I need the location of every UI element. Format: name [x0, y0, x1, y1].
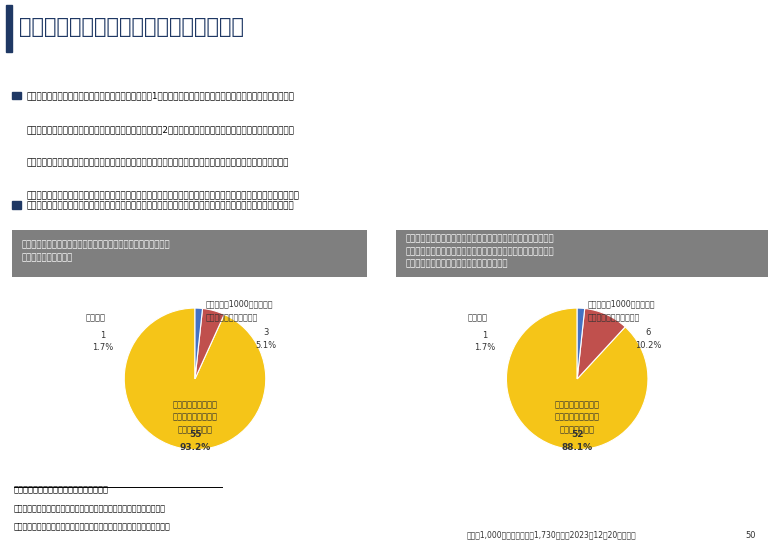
Text: 1: 1 [483, 330, 488, 340]
Text: 50: 50 [746, 531, 756, 539]
Text: 使わない: 使わない [467, 314, 488, 323]
Text: はい（所属する病院
／大学が無料で提供
する場合のみ）: はい（所属する病院 ／大学が無料で提供 する場合のみ） [555, 400, 600, 434]
Text: 6: 6 [645, 328, 651, 337]
Wedge shape [195, 308, 224, 379]
Text: エフバイタルのシステム（プロトタイプ）を自身のスキルアップ
に活用しようと思うか: エフバイタルのシステム（プロトタイプ）を自身のスキルアップ に活用しようと思うか [22, 241, 170, 262]
Wedge shape [124, 308, 266, 450]
Text: だし、活用を希望する場合でも、システムが無料で提供される場合のみ活用したいと回答した人がほとんどである。: だし、活用を希望する場合でも、システムが無料で提供される場合のみ活用したいと回答… [27, 191, 300, 200]
Text: （注）1,000ニュルタム＝約1,730円　（2023年12月20日時点）: （注）1,000ニュルタム＝約1,730円 （2023年12月20日時点） [466, 531, 636, 539]
FancyBboxPatch shape [12, 231, 367, 277]
Wedge shape [577, 308, 585, 379]
FancyBboxPatch shape [396, 231, 768, 277]
Bar [12, 201, 21, 209]
Wedge shape [195, 308, 203, 379]
Text: はい（毎月1000ニュルタム: はい（毎月1000ニュルタム [206, 300, 273, 308]
Text: 52: 52 [571, 430, 583, 440]
Text: 1.7%: 1.7% [474, 343, 496, 353]
Bar [6, 4, 12, 52]
Text: アンケート調査：医療従事者（３／６）: アンケート調査：医療従事者（３／６） [20, 17, 244, 37]
Text: 導入するのは難しいだろう。十分に人手が配置されていれば、使いたい。: 導入するのは難しいだろう。十分に人手が配置されていれば、使いたい。 [14, 523, 171, 531]
Text: 5.1%: 5.1% [255, 341, 276, 350]
Text: エフバイタルのシステム（プロトタイプ）について、1人を除いて全員が自身のスキルアップに活用したいと回答: エフバイタルのシステム（プロトタイプ）について、1人を除いて全員が自身のスキルア… [27, 92, 295, 101]
Text: 3: 3 [263, 328, 268, 337]
Text: 使わない: 使わない [85, 314, 105, 323]
Text: システムの機能向上（スマートフォンだけでアップロードが完結し、アップロード後にすぐに結果が確認できる）: システムの機能向上（スマートフォンだけでアップロードが完結し、アップロード後にす… [27, 201, 295, 211]
Text: 未満を支払っても良い）: 未満を支払っても良い） [206, 313, 258, 322]
Text: 「使わない」と回答した理由（自由記述）: 「使わない」と回答した理由（自由記述） [14, 485, 109, 494]
Text: はい（所属する病院
／大学が無料で提供
する場合のみ）: はい（所属する病院 ／大学が無料で提供 する場合のみ） [172, 400, 218, 434]
Bar [12, 92, 21, 99]
Text: 10.2%: 10.2% [635, 341, 661, 350]
Text: 未満を支払っても良い）: 未満を支払っても良い） [588, 313, 640, 322]
Text: 93.2%: 93.2% [179, 442, 211, 451]
Text: すでに人的資源に負担がかかっており（人手不足）、このような技術を: すでに人的資源に負担がかかっており（人手不足）、このような技術を [14, 504, 166, 513]
Text: はい（毎月1000ニュルタム: はい（毎月1000ニュルタム [588, 300, 655, 308]
Text: と回答した理由が人手不足であり、システムにより人手不足の手助けになることが伝わっていなかった。）。た: と回答した理由が人手不足であり、システムにより人手不足の手助けになることが伝わっ… [27, 158, 289, 167]
Wedge shape [506, 308, 648, 450]
Text: 88.1%: 88.1% [562, 442, 593, 451]
Text: した（回答者は、事前にエフバイタルのシステムに関する2分程度の説明動画を視聴した上で回答。「使わない」: した（回答者は、事前にエフバイタルのシステムに関する2分程度の説明動画を視聴した… [27, 125, 295, 134]
Text: スマートフォンだけで、動画をアップロードすればすぐに結果が
見られるのであれば、エフバイタルのシステム（プロトタイプ）
を自身のスキルアップのために使うと思うか: スマートフォンだけで、動画をアップロードすればすぐに結果が 見られるのであれば、… [406, 234, 554, 268]
Text: が有料への支払いに変容させた割合は5%（回答数３）のみで、大きな影響はなかった。: が有料への支払いに変容させた割合は5%（回答数３）のみで、大きな影響はなかった。 [27, 234, 240, 243]
Text: 1.7%: 1.7% [92, 343, 114, 353]
Text: 55: 55 [189, 430, 201, 440]
Wedge shape [577, 308, 626, 379]
Text: 1: 1 [101, 330, 105, 340]
